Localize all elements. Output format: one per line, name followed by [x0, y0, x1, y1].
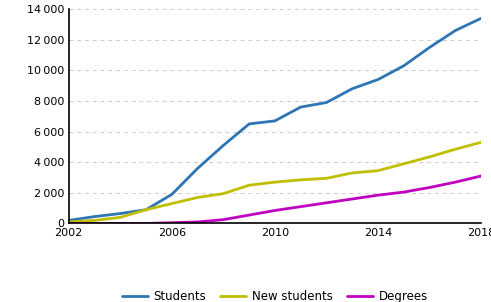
- New students: [452, 147, 458, 151]
- Line: Degrees: Degrees: [69, 176, 481, 223]
- Degrees: [220, 218, 226, 221]
- New students: [66, 220, 72, 224]
- Students: [194, 166, 200, 170]
- Students: [375, 78, 381, 81]
- Degrees: [452, 180, 458, 184]
- Degrees: [478, 174, 484, 178]
- Students: [452, 29, 458, 32]
- New students: [91, 219, 97, 222]
- Degrees: [169, 221, 175, 224]
- New students: [220, 192, 226, 195]
- Students: [324, 101, 329, 104]
- Students: [117, 212, 123, 215]
- New students: [478, 140, 484, 144]
- Degrees: [66, 222, 72, 225]
- Students: [298, 105, 303, 109]
- Degrees: [375, 193, 381, 197]
- New students: [169, 202, 175, 205]
- Degrees: [298, 205, 303, 208]
- Degrees: [143, 222, 149, 225]
- Students: [246, 122, 252, 126]
- New students: [427, 155, 433, 159]
- Students: [427, 46, 433, 49]
- Students: [401, 64, 407, 68]
- New students: [117, 216, 123, 219]
- New students: [324, 176, 329, 180]
- Students: [272, 119, 278, 123]
- Degrees: [272, 209, 278, 212]
- Students: [66, 219, 72, 222]
- New students: [349, 171, 355, 175]
- Degrees: [349, 197, 355, 201]
- New students: [401, 162, 407, 165]
- Line: Students: Students: [69, 18, 481, 220]
- New students: [194, 196, 200, 199]
- Students: [220, 143, 226, 147]
- Students: [91, 215, 97, 218]
- Line: New students: New students: [69, 142, 481, 222]
- New students: [272, 180, 278, 184]
- Students: [169, 193, 175, 196]
- Degrees: [194, 220, 200, 224]
- Degrees: [91, 222, 97, 225]
- New students: [246, 183, 252, 187]
- New students: [375, 169, 381, 172]
- Students: [143, 208, 149, 211]
- Degrees: [427, 186, 433, 189]
- New students: [298, 178, 303, 182]
- Students: [478, 16, 484, 20]
- New students: [143, 208, 149, 211]
- Legend: Students, New students, Degrees: Students, New students, Degrees: [117, 285, 433, 302]
- Degrees: [246, 213, 252, 217]
- Students: [349, 87, 355, 91]
- Degrees: [324, 201, 329, 205]
- Degrees: [117, 222, 123, 225]
- Degrees: [401, 190, 407, 194]
